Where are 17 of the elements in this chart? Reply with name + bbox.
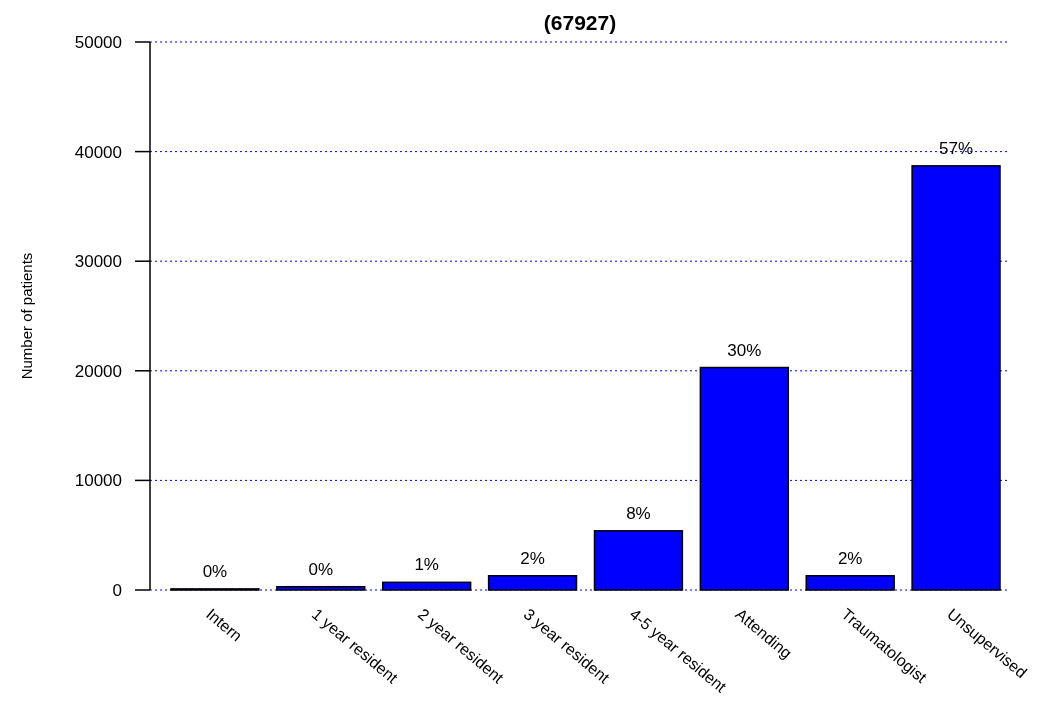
annotation: 30%	[727, 340, 762, 360]
y-axis-title: Number of patients	[18, 252, 35, 380]
y-tick-label: 50000	[74, 32, 122, 52]
y-tick-label: 0	[112, 580, 122, 600]
annotation: 57%	[939, 138, 974, 158]
bar	[593, 530, 684, 591]
y-tick-label: 40000	[74, 142, 122, 162]
annotation: 0%	[202, 561, 228, 581]
y-tick-label: 20000	[74, 361, 122, 381]
annotation: 2%	[837, 548, 863, 568]
annotation: 0%	[308, 559, 334, 579]
annotation: 2%	[520, 548, 545, 568]
annotation: 8%	[626, 503, 651, 523]
y-tick-label: 10000	[74, 471, 122, 491]
chart-title: (67927)	[543, 11, 617, 34]
y-tick-label: 30000	[74, 252, 122, 272]
annotation: 1%	[414, 555, 439, 575]
